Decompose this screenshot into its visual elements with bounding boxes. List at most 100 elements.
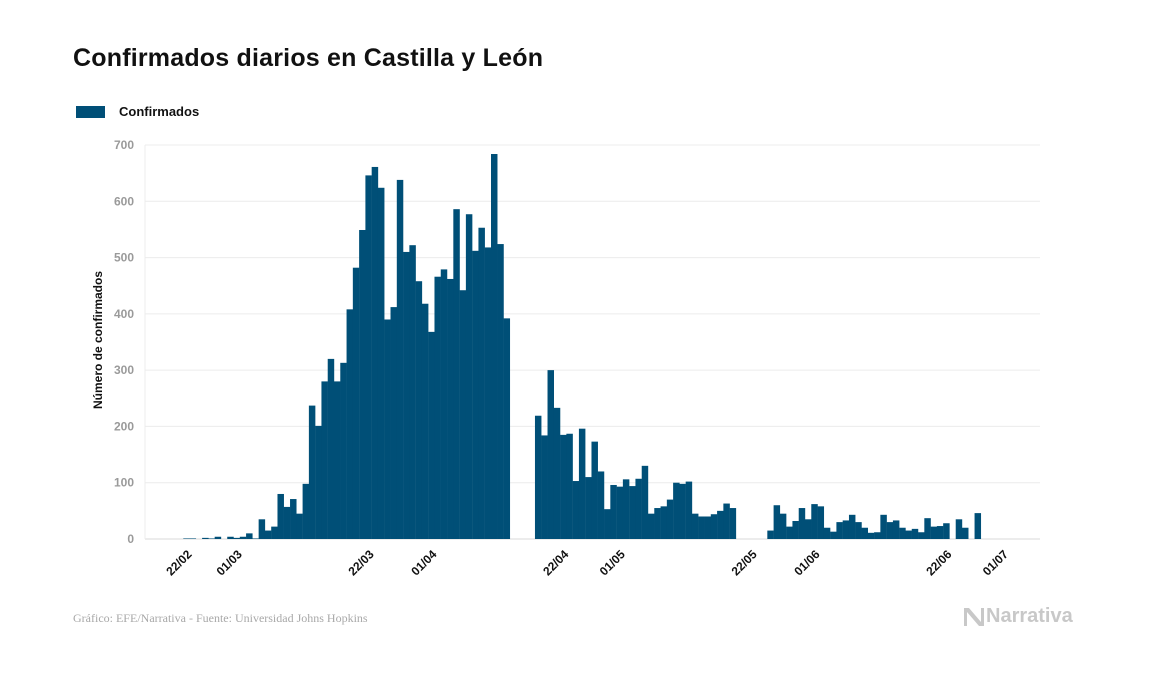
bar [911, 528, 919, 539]
bar [817, 506, 825, 539]
bar [698, 516, 705, 539]
bar [867, 532, 875, 539]
bar [635, 478, 642, 539]
bar [704, 516, 711, 539]
bar [352, 267, 360, 539]
bar [434, 276, 441, 539]
bar [767, 530, 774, 539]
bar [874, 532, 881, 539]
legend-swatch [76, 105, 105, 118]
source-footer: Gráfico: EFE/Narrativa - Fuente: Univers… [73, 611, 368, 625]
bar [547, 370, 554, 539]
bar [616, 486, 624, 539]
bar [924, 518, 931, 539]
x-tick-label: 22/02 [163, 547, 194, 578]
bar [384, 319, 391, 539]
bar [233, 537, 240, 539]
bar [679, 483, 686, 539]
bar [943, 523, 950, 539]
bar [610, 484, 617, 539]
bar [453, 209, 460, 540]
x-axis-ticks: 22/02 01/03 22/03 01/04 22/04 01/05 22/05 01/06… [163, 547, 1011, 578]
bar [566, 433, 573, 539]
narrativa-n-icon [964, 607, 984, 626]
x-tick-label: 01/04 [408, 547, 439, 578]
bar [629, 486, 636, 539]
bar [271, 526, 278, 539]
x-tick-label: 01/03 [214, 547, 245, 578]
bar [365, 175, 372, 539]
bar [962, 527, 969, 539]
y-tick-label: 300 [114, 363, 134, 377]
bar [346, 309, 354, 539]
bar [811, 504, 818, 539]
x-tick-label: 01/06 [791, 547, 822, 578]
bar [892, 520, 900, 539]
y-tick-label: 400 [114, 307, 134, 321]
bar [359, 229, 366, 540]
bar [786, 526, 793, 539]
x-tick-label: 01/07 [980, 547, 1011, 578]
bar [855, 522, 862, 539]
bar [296, 513, 303, 539]
bar [729, 508, 737, 539]
bar [227, 536, 234, 539]
bar [955, 519, 963, 539]
y-tick-label: 500 [114, 251, 134, 265]
bar [246, 533, 253, 539]
bar [396, 179, 404, 539]
bar [830, 531, 837, 539]
bar [264, 530, 272, 539]
y-tick-label: 100 [114, 476, 134, 490]
bar [648, 513, 655, 539]
bar [622, 479, 630, 539]
bar [798, 508, 806, 539]
bar [465, 214, 473, 540]
bar [484, 247, 492, 539]
bar [321, 381, 328, 539]
x-tick-label: 01/05 [597, 547, 628, 578]
bar [334, 381, 341, 539]
y-tick-label: 0 [127, 532, 134, 546]
bar [428, 331, 435, 539]
bar [497, 244, 504, 539]
y-tick-label: 700 [114, 138, 134, 152]
logo-text: Narrativa [986, 605, 1073, 627]
bar [440, 269, 448, 539]
legend: Confirmados [76, 104, 199, 119]
bar [905, 530, 912, 539]
bar [459, 290, 467, 539]
bar [252, 538, 259, 539]
bar [779, 513, 787, 539]
bar [214, 536, 222, 539]
bar [710, 514, 718, 539]
bar [371, 166, 379, 539]
bar [723, 503, 730, 539]
x-tick-label: 22/04 [540, 547, 571, 578]
bar [591, 441, 598, 539]
bar [421, 303, 429, 539]
bar [202, 537, 209, 539]
bar [930, 526, 938, 539]
bar [239, 536, 247, 539]
narrativa-logo: Narrativa [964, 605, 1073, 628]
x-tick-label: 22/03 [346, 547, 377, 578]
bar [842, 520, 850, 539]
x-tick-label: 22/06 [923, 547, 954, 578]
bar [491, 154, 498, 539]
bar [861, 527, 868, 539]
bar [415, 281, 423, 539]
bar [189, 538, 197, 539]
bar [541, 435, 548, 539]
bar [302, 483, 310, 539]
bar [290, 499, 297, 539]
bar [390, 307, 397, 539]
legend-label: Confirmados [119, 104, 200, 119]
y-axis-ticks: 0 100 200 300 400 500 600 700 [114, 138, 134, 546]
bar [685, 481, 693, 539]
bar [886, 522, 894, 539]
bar [899, 527, 906, 539]
bar [691, 513, 699, 539]
bar [572, 481, 580, 539]
bar [660, 506, 668, 539]
